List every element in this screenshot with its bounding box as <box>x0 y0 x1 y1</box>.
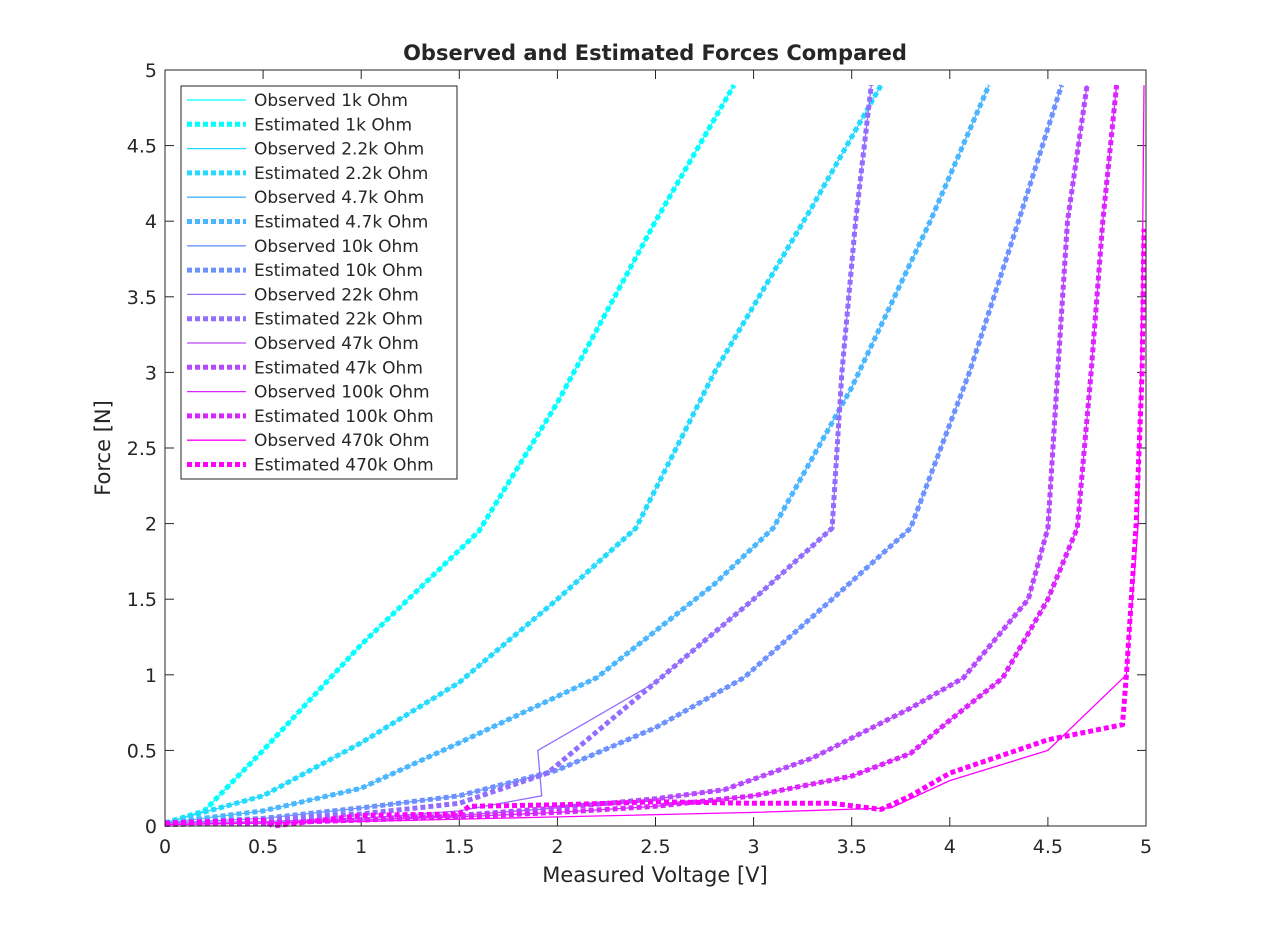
x-tick-label: 1 <box>355 836 367 858</box>
legend-entry: Estimated 10k Ohm <box>254 261 423 281</box>
y-tick-label: 2.5 <box>127 438 157 460</box>
legend-entry: Estimated 100k Ohm <box>254 407 434 427</box>
series-estimated-100k-ohm <box>164 84 1120 827</box>
x-tick-label: 0 <box>159 836 171 858</box>
legend-entry: Estimated 1k Ohm <box>254 115 412 135</box>
legend-entry: Observed 2.2k Ohm <box>254 140 424 160</box>
series-estimated-22k-ohm <box>164 84 874 826</box>
chart-title: Observed and Estimated Forces Compared <box>403 41 907 65</box>
x-tick-label: 1.5 <box>444 836 474 858</box>
y-tick-label: 3 <box>145 362 157 384</box>
plot-frame <box>164 69 1147 827</box>
series-estimated-2-2k-ohm <box>164 83 884 826</box>
x-tick-label: 2 <box>551 836 563 858</box>
y-tick-label: 0.5 <box>127 740 157 762</box>
y-axis-ticks: 0 0.5 1 1.5 2 2.5 3 3.5 4 4.5 5 <box>127 60 1146 838</box>
series-estimated-10k-ohm <box>164 84 1064 826</box>
x-axis-label: Measured Voltage [V] <box>542 863 767 887</box>
legend-entry: Estimated 4.7k Ohm <box>254 213 428 233</box>
y-tick-label: 2 <box>145 514 157 536</box>
y-tick-label: 5 <box>145 60 157 82</box>
x-tick-label: 3 <box>748 836 760 858</box>
x-tick-label: 0.5 <box>248 836 278 858</box>
legend-entry: Estimated 47k Ohm <box>254 358 423 378</box>
y-tick-label: 0 <box>145 816 157 838</box>
y-tick-label: 1 <box>145 665 157 687</box>
x-tick-label: 2.5 <box>640 836 670 858</box>
y-tick-label: 1.5 <box>127 589 157 611</box>
series-layer <box>164 83 1147 829</box>
x-tick-label: 3.5 <box>837 836 867 858</box>
legend-entry: Observed 47k Ohm <box>254 334 419 354</box>
legend-entry: Estimated 22k Ohm <box>254 310 423 330</box>
y-axis-label: Force [N] <box>91 400 115 496</box>
legend-entry: Observed 470k Ohm <box>254 431 430 451</box>
y-tick-label: 3.5 <box>127 287 157 309</box>
legend: Observed 1k Ohm Estimated 1k Ohm Observed … <box>180 85 458 480</box>
x-tick-label: 5 <box>1140 836 1152 858</box>
legend-entry: Observed 1k Ohm <box>254 91 408 111</box>
y-tick-label: 4.5 <box>127 136 157 158</box>
legend-entry: Observed 22k Ohm <box>254 285 419 305</box>
x-axis-ticks: 0 0.5 1 1.5 2 2.5 3 3.5 4 4.5 5 <box>159 70 1152 858</box>
legend-entry: Observed 4.7k Ohm <box>254 188 424 208</box>
x-tick-label: 4.5 <box>1033 836 1063 858</box>
series-estimated-470k-ohm <box>164 228 1147 829</box>
legend-entry: Observed 10k Ohm <box>254 237 419 257</box>
series-estimated-4-7k-ohm <box>164 84 992 826</box>
legend-entry: Estimated 2.2k Ohm <box>254 164 428 184</box>
series-estimated-1k-ohm <box>164 83 737 826</box>
legend-entry: Estimated 470k Ohm <box>254 456 434 476</box>
legend-entry: Observed 100k Ohm <box>254 383 430 403</box>
y-tick-label: 4 <box>145 211 157 233</box>
x-tick-label: 4 <box>944 836 956 858</box>
